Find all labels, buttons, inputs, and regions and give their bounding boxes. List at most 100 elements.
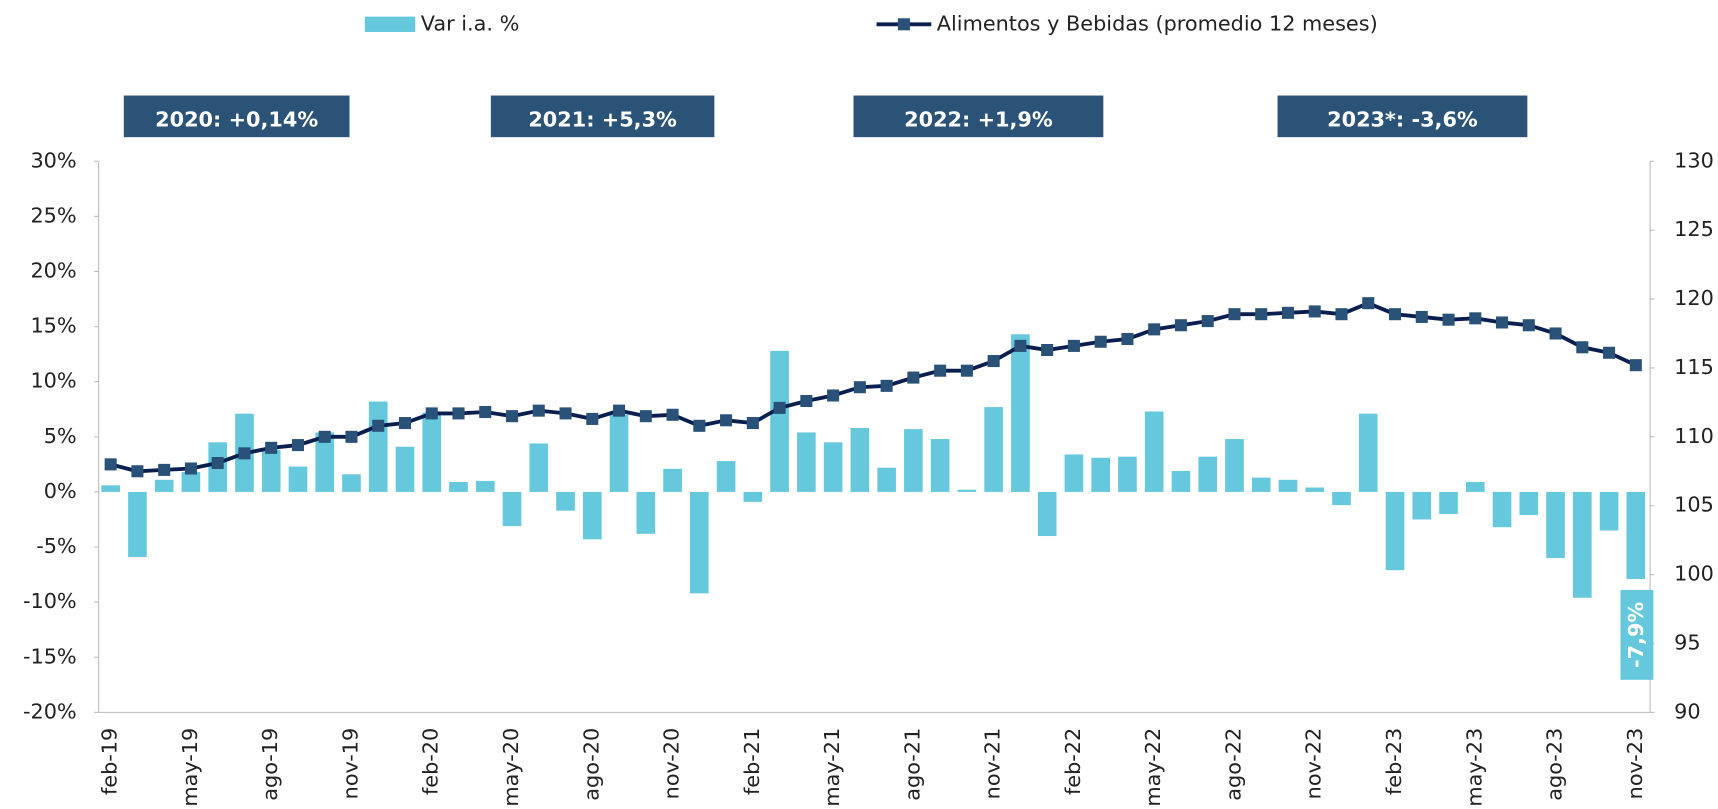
marker [746,417,759,430]
marker [1522,319,1535,332]
legend-swatch [897,18,910,31]
y2-tick-label: 110 [1674,424,1714,448]
bar [181,472,201,492]
x-tick-label: may-20 [499,728,523,807]
marker [586,412,599,425]
marker [238,447,251,460]
marker [960,364,973,377]
marker [1174,319,1187,332]
bar [128,491,147,557]
marker [1121,332,1134,346]
bar [930,439,950,492]
marker [639,410,652,423]
annotation-box [853,95,1104,138]
bar [502,491,522,527]
x-tick-label: nov-23 [1623,728,1647,800]
annotation: 2021: +5,3% [528,108,677,132]
bar [716,461,736,492]
bar [342,474,361,492]
line [110,301,1637,474]
y-tick-label: 30% [30,148,76,172]
marker [532,404,545,417]
marker [505,410,519,423]
x-tick-label: feb-23 [1382,728,1406,795]
marker [291,439,304,452]
y2-tick-label: 130 [1674,148,1714,172]
y-tick-label: -10% [23,589,77,613]
legend-label: Var i.a. % [421,11,520,35]
annotation-box [1277,95,1528,138]
y-tick-label: 10% [30,369,76,393]
x-tick-label: feb-22 [1061,728,1085,795]
bar [1251,477,1271,492]
marker [1308,305,1321,318]
bar [1572,491,1592,598]
y2-tick-label: 95 [1674,630,1700,654]
marker [1576,341,1589,354]
marker [800,394,813,408]
bar [1305,487,1325,492]
bar [904,429,923,492]
x-tick-label: nov-22 [1302,728,1326,800]
bar [770,350,789,492]
bar [690,491,709,594]
marker [666,408,679,421]
marker [987,355,1000,368]
y2-tick-label: 120 [1674,286,1714,310]
bar [877,467,896,492]
marker [720,414,733,427]
marker [613,404,626,417]
bar [1465,482,1485,492]
bar [1492,491,1512,528]
marker [479,405,492,419]
bar [1198,456,1218,492]
bar [743,491,763,502]
y-tick-label: -15% [23,644,77,668]
bar [609,414,629,492]
bar [1037,491,1057,537]
marker [1281,306,1295,319]
bar [1385,491,1405,571]
y2-tick-label: 105 [1674,493,1714,517]
x-tick-label: ago-21 [900,728,924,801]
y-tick-label: 0% [44,479,77,503]
y-tick-label: 15% [30,314,76,338]
bar [368,401,388,492]
marker [1148,323,1161,336]
y-tick-label: 20% [30,258,76,282]
x-tick-label: ago-23 [1543,728,1567,801]
bar [422,412,442,492]
marker [104,458,117,471]
marker [1335,308,1348,321]
x-tick-label: nov-21 [981,728,1005,800]
bar [1439,491,1458,514]
marker [773,401,786,414]
marker [211,456,224,470]
marker [934,364,947,377]
bar [1144,411,1164,492]
bar [1519,491,1539,516]
bar [984,407,1003,492]
bar [1332,491,1351,506]
marker [452,407,465,420]
annotation-box [123,95,350,138]
legend-label: Alimentos y Bebidas (promedio 12 meses) [937,11,1378,35]
y2-tick-label: 125 [1674,217,1714,241]
marker [1014,339,1027,352]
marker [559,407,572,420]
marker [1041,343,1054,357]
x-tick-label: ago-20 [579,728,603,801]
marker [265,441,278,454]
x-tick-label: nov-19 [338,728,362,800]
bar [154,479,174,492]
y2-tick-label: 115 [1674,355,1714,379]
bar [797,432,816,492]
bar [823,442,843,492]
data-label: -7,9% [1624,602,1648,668]
marker [1469,312,1482,325]
bar [1091,457,1110,492]
marker [184,462,197,475]
marker [1255,308,1268,321]
bar [663,468,682,492]
y-tick-label: -5% [36,534,76,558]
